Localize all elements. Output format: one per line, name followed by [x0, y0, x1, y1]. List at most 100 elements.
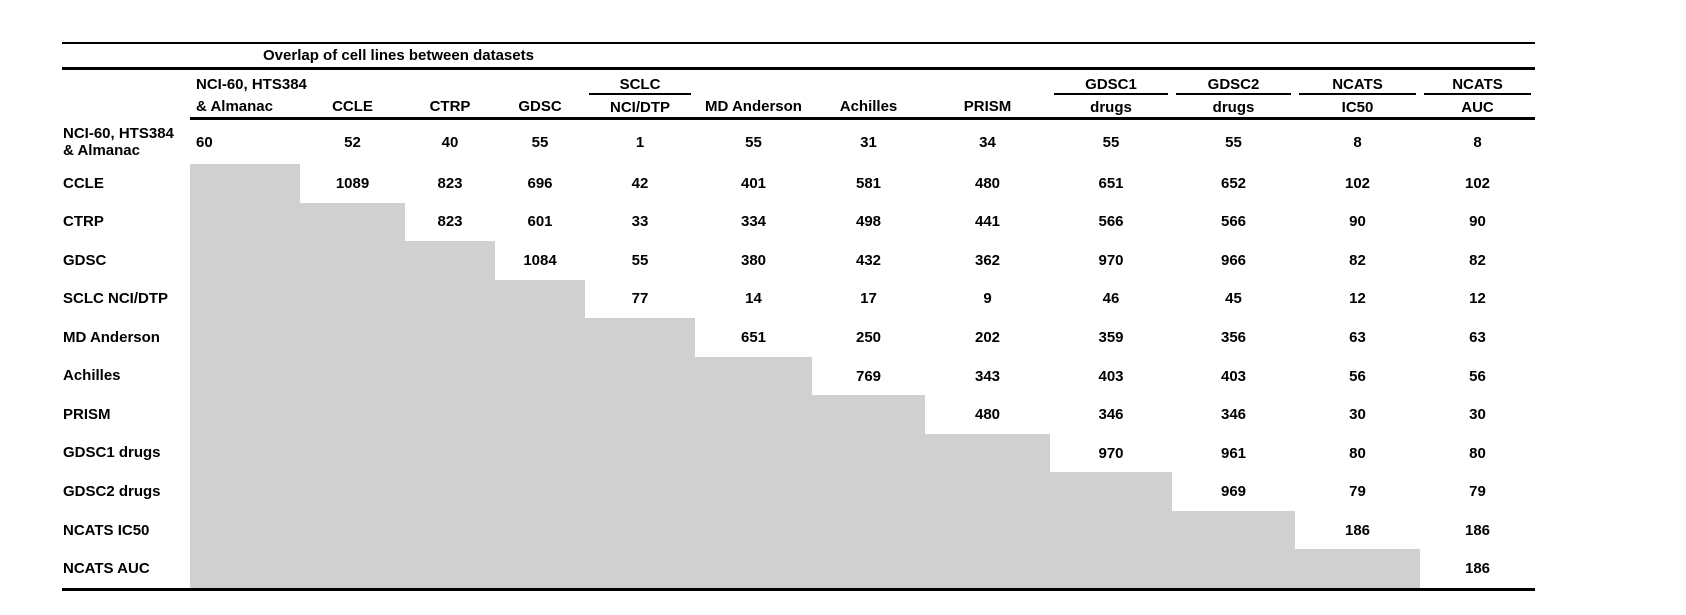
- table-header-row: NCI-60, HTS384 & Almanac CCLE CTRP GDSC SCLC N…: [62, 70, 1535, 120]
- shaded-cell: [190, 318, 300, 357]
- value-cell: 12: [1469, 290, 1486, 308]
- shaded-cell: [695, 356, 812, 396]
- shaded-cell: [585, 433, 695, 473]
- table-row: PRISM 480 346 346 30 30: [62, 395, 1535, 434]
- column-header: GDSC1 drugs: [1050, 70, 1172, 120]
- shaded-cell: [585, 356, 695, 396]
- value-cell: 186: [1464, 521, 1491, 539]
- column-header-line1: GDSC1: [1054, 70, 1168, 95]
- value-cell: 581: [855, 174, 882, 192]
- shaded-cell: [190, 433, 300, 473]
- column-header-line1: NCI-60, HTS384: [196, 76, 307, 93]
- value-cell: 769: [855, 367, 882, 385]
- row-label: CCLE: [63, 174, 104, 192]
- shaded-cell: [300, 395, 405, 434]
- row-label: GDSC1 drugs: [63, 444, 161, 462]
- shaded-cell: [405, 318, 495, 357]
- shaded-cell: [495, 433, 585, 473]
- header-spacer: [62, 70, 190, 120]
- table-row: MD Anderson 651 250 202 359 356 63 63: [62, 318, 1535, 357]
- shaded-cell: [585, 395, 695, 434]
- shaded-cell: [495, 395, 585, 434]
- value-cell: 63: [1349, 328, 1366, 346]
- row-label: Achilles: [63, 367, 121, 385]
- row-label: GDSC2 drugs: [63, 483, 161, 501]
- column-header-line1: [929, 70, 1046, 93]
- shaded-cell: [300, 510, 405, 550]
- value-cell: 652: [1220, 174, 1247, 192]
- shaded-cell: [1050, 510, 1172, 550]
- shaded-cell: [495, 510, 585, 550]
- value-cell: 186: [1464, 560, 1491, 578]
- shaded-cell: [1050, 472, 1172, 511]
- shaded-cell: [495, 549, 585, 589]
- shaded-cell: [925, 472, 1050, 511]
- column-header: NCATS AUC: [1420, 70, 1535, 120]
- value-cell: 45: [1225, 290, 1242, 308]
- value-cell: 46: [1102, 290, 1120, 308]
- column-header-line1: [409, 70, 491, 93]
- value-cell: 82: [1469, 251, 1486, 269]
- shaded-cell: [405, 279, 495, 319]
- value-cell: 823: [437, 174, 463, 192]
- value-cell: 55: [745, 133, 762, 151]
- value-cell: 52: [344, 133, 361, 151]
- column-header-line2: drugs: [1212, 99, 1255, 116]
- value-cell: 55: [631, 251, 649, 269]
- value-cell: 40: [441, 133, 459, 151]
- value-cell: 55: [1102, 133, 1120, 151]
- value-cell: 12: [1349, 290, 1366, 308]
- shaded-cell: [190, 164, 300, 203]
- shaded-cell: [300, 433, 405, 473]
- column-header-line1: [816, 70, 921, 93]
- shaded-cell: [495, 318, 585, 357]
- shaded-cell: [300, 472, 405, 511]
- shaded-cell: [812, 510, 925, 550]
- shaded-cell: [190, 510, 300, 550]
- row-label: PRISM: [63, 405, 111, 423]
- shaded-cell: [585, 318, 695, 357]
- value-cell: 823: [437, 213, 463, 231]
- value-cell: 102: [1464, 174, 1491, 192]
- shaded-cell: [190, 202, 300, 242]
- value-cell: 9: [983, 290, 992, 308]
- value-cell: 432: [855, 251, 882, 269]
- column-header: NCATS IC50: [1295, 70, 1420, 120]
- table-row: NCATS IC50 186 186: [62, 510, 1535, 550]
- value-cell: 441: [974, 213, 1001, 231]
- value-cell: 961: [1220, 444, 1247, 462]
- value-cell: 33: [631, 213, 649, 231]
- shaded-cell: [190, 279, 300, 319]
- shaded-cell: [190, 241, 300, 280]
- value-cell: 1089: [335, 174, 370, 192]
- cell-line-overlap-table: Overlap of cell lines between datasets N…: [62, 42, 1535, 591]
- shaded-cell: [1050, 549, 1172, 589]
- shaded-cell: [405, 510, 495, 550]
- value-cell: 80: [1349, 444, 1366, 462]
- value-cell: 55: [1225, 133, 1242, 151]
- value-cell: 651: [740, 328, 767, 346]
- column-header-line1: GDSC2: [1176, 70, 1291, 95]
- value-cell: 34: [979, 133, 996, 151]
- shaded-cell: [585, 549, 695, 589]
- value-cell: 651: [1098, 174, 1124, 192]
- value-cell: 82: [1349, 251, 1366, 269]
- value-cell: 401: [740, 174, 767, 192]
- value-cell: 403: [1098, 367, 1124, 385]
- shaded-cell: [300, 241, 405, 280]
- value-cell: 480: [974, 406, 1001, 424]
- shaded-cell: [812, 472, 925, 511]
- column-header-line2: GDSC: [518, 98, 562, 115]
- column-header-line2: CTRP: [429, 98, 471, 115]
- shaded-cell: [190, 472, 300, 511]
- column-header-line1: [699, 70, 808, 93]
- column-header: PRISM: [925, 70, 1050, 120]
- column-header-line2: Achilles: [839, 98, 898, 115]
- column-header-line1: NCATS: [1299, 70, 1416, 95]
- value-cell: 498: [855, 213, 882, 231]
- column-header-line2: drugs: [1090, 99, 1132, 116]
- table-row: GDSC2 drugs 969 79 79: [62, 472, 1535, 511]
- value-cell: 566: [1098, 213, 1124, 231]
- shaded-cell: [300, 279, 405, 319]
- shaded-cell: [812, 549, 925, 589]
